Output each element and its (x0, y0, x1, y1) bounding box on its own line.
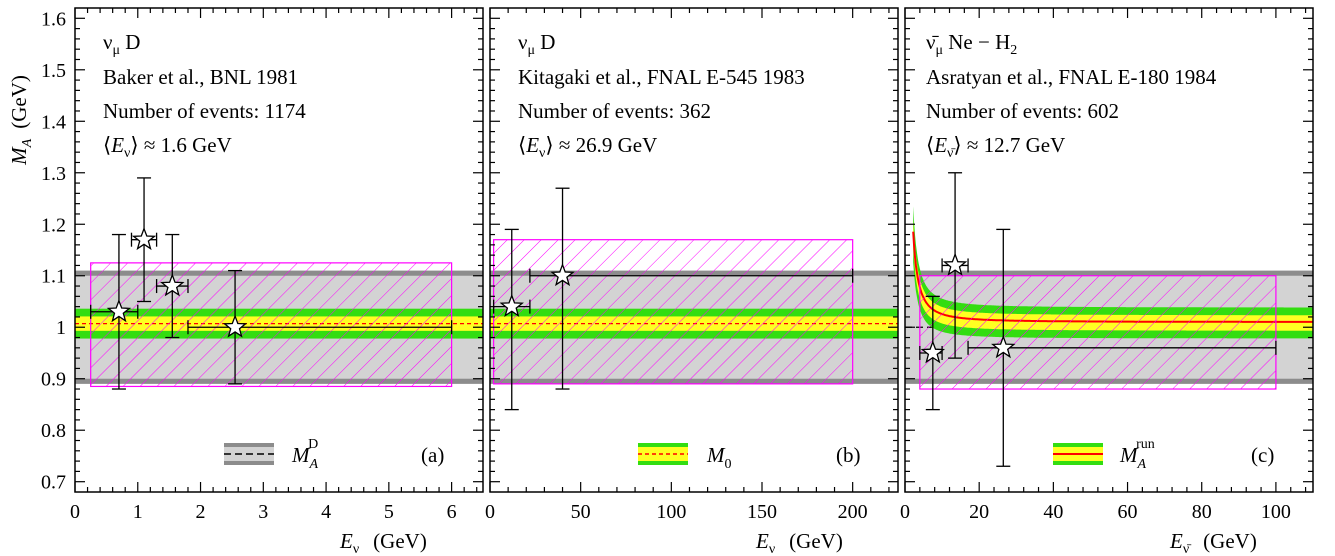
data-point (90, 233, 139, 390)
y-axis-label-subscript: A (20, 138, 35, 148)
y-tick-label: 1 (56, 317, 66, 339)
y-tick-label: 0.7 (41, 472, 66, 494)
y-tick-label: 1.4 (41, 111, 66, 133)
x-tick-label: 100 (656, 501, 686, 523)
data-point-star (106, 298, 132, 323)
x-tick-label: 80 (1192, 501, 1212, 523)
y-tick-label: 1.1 (41, 266, 66, 288)
svg-text:M0: M0 (706, 443, 732, 472)
y-tick-label: 1.5 (41, 60, 66, 82)
x-tick-label: 2 (196, 501, 206, 523)
x-tick-label: 150 (747, 501, 777, 523)
panel-b-reaction: νμ D (518, 30, 555, 58)
data-point (155, 233, 189, 339)
legend-ma-run: MArun (1053, 437, 1155, 472)
panel-c-label: (c) (1251, 443, 1274, 467)
y-axis-label: MA (GeV) (7, 75, 35, 166)
data-point-star (991, 334, 1016, 359)
data-point-star (499, 293, 524, 317)
panel-c-mean-energy: ⟨Eν̄⟩ ≈ 12.7 GeV (926, 133, 1065, 161)
x-tick-label: 5 (384, 501, 394, 523)
panel-a-x-axis-label: Eν (GeV) (339, 529, 427, 556)
y-tick-labels: 0.7 0.8 0.9 1 1.1 1.2 1.3 1.4 1.5 1.6 (41, 8, 66, 493)
panel-b-reference: Kitagaki et al., FNAL E-545 1983 (518, 65, 805, 89)
svg-text:MA(GeV): MA (GeV) (7, 75, 35, 166)
panel-b-events: Number of events: 362 (518, 99, 711, 123)
panel-a-mean-energy: ⟨Eν⟩ ≈ 1.6 GeV (103, 133, 232, 161)
y-tick-label: 1.2 (41, 214, 66, 236)
panel-c-reference: Asratyan et al., FNAL E-180 1984 (926, 65, 1217, 89)
data-point (187, 269, 453, 385)
average-box (90, 262, 453, 388)
data-point (529, 187, 854, 390)
average-box (493, 239, 854, 385)
data-point (941, 172, 969, 359)
panel-b-label: (b) (836, 443, 861, 467)
x-tick-label: 0 (485, 501, 495, 523)
y-axis-label-unit: (GeV) (7, 75, 31, 129)
panel-a-reaction: νμ D (103, 30, 140, 58)
panel-c-events: Number of events: 602 (926, 99, 1119, 123)
panel-a: 0 1 2 3 4 5 6 νμ D Baker et al., BNL 1981 Numb… (70, 7, 484, 556)
panel-c: 0 20 40 60 80 100 ν̄μ Ne − H2 Asratyan et al.… (900, 7, 1314, 556)
panel-b-mean-energy: ⟨Eν⟩ ≈ 26.9 GeV (518, 133, 657, 161)
data-point-star (550, 262, 575, 287)
x-tick-label: 60 (1118, 501, 1138, 523)
panel-a-label: (a) (421, 443, 444, 467)
x-tick-label: 0 (70, 501, 80, 523)
x-tick-label: 50 (571, 501, 591, 523)
panel-b-frame (489, 7, 899, 493)
panel-b: 0 50 100 150 200 νμ D Kitagaki et al., FNAL … (485, 7, 899, 556)
x-tick-label: 200 (838, 501, 868, 523)
x-tick-label: 40 (1043, 501, 1063, 523)
x-tick-label: 1 (133, 501, 143, 523)
panel-c-frame (904, 7, 1314, 493)
x-tick-label: 6 (447, 501, 457, 523)
x-tick-label: 100 (1261, 501, 1291, 523)
data-point (492, 228, 531, 411)
data-point-star (920, 340, 946, 364)
x-tick-label: 0 (900, 501, 910, 523)
legend-ma-d: MAD (224, 437, 319, 472)
svg-text:MAD: MAD (291, 437, 319, 472)
y-tick-label: 1.6 (41, 8, 66, 30)
svg-text:MArun: MArun (1119, 437, 1155, 472)
data-point-star (131, 226, 157, 251)
y-tick-label: 1.3 (41, 163, 66, 185)
data-point-star (222, 314, 248, 338)
y-axis-label-symbol: M (7, 146, 31, 166)
panel-a-reference: Baker et al., BNL 1981 (103, 65, 298, 89)
panel-a-events: Number of events: 1174 (103, 99, 306, 123)
y-tick-label: 0.8 (41, 420, 66, 442)
panel-c-reaction: ν̄μ Ne − H2 (926, 30, 1017, 58)
data-point-star (942, 252, 968, 276)
data-point (919, 295, 946, 411)
legend-m0: M0 (638, 443, 732, 472)
data-point (130, 177, 158, 303)
panel-c-x-axis-label: Eν̄ (GeV) (1169, 529, 1257, 556)
y-tick-label: 0.9 (41, 369, 66, 391)
panel-a-frame (74, 7, 484, 493)
data-point (967, 228, 1277, 467)
data-point-star (160, 273, 185, 297)
average-box (919, 275, 1277, 390)
x-tick-label: 4 (321, 501, 331, 523)
panel-b-x-axis-label: Eν (GeV) (755, 529, 843, 556)
x-tick-label: 20 (969, 501, 989, 523)
x-tick-label: 3 (258, 501, 268, 523)
